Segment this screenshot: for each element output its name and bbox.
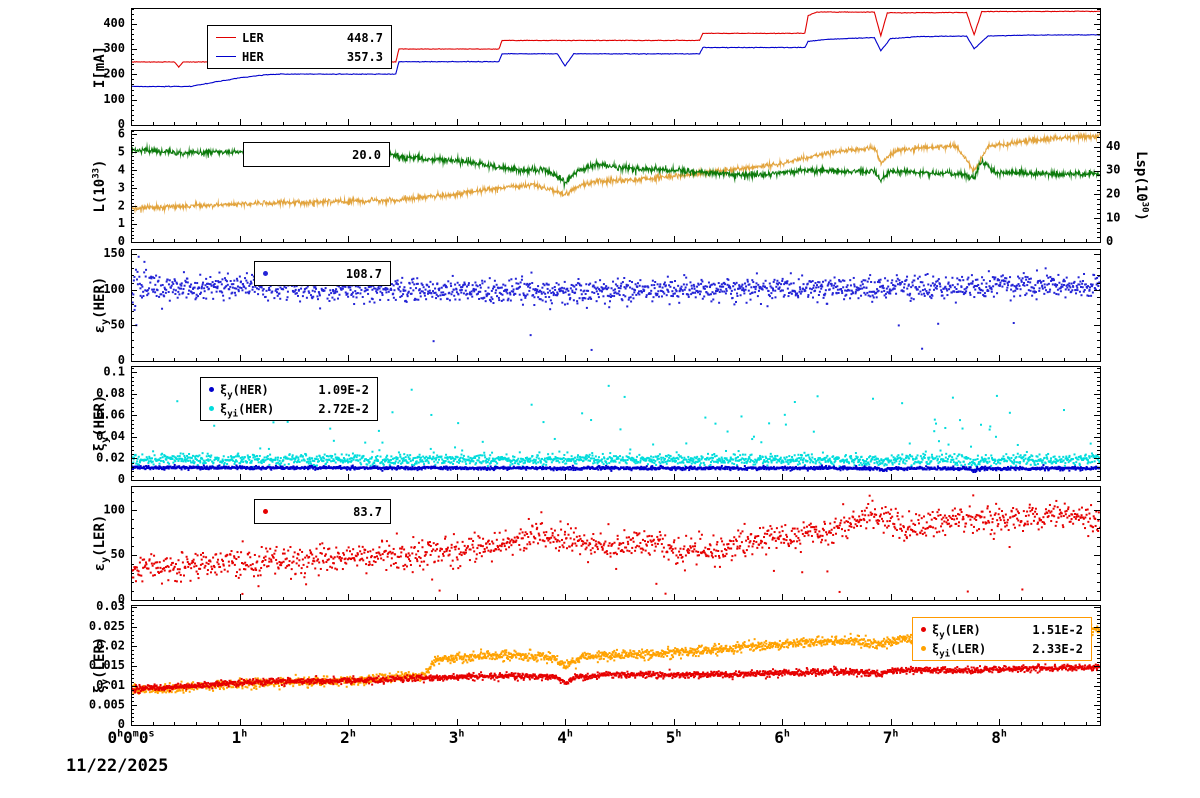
y-axis-title-xiy-ler: ξy(LER) (92, 636, 111, 694)
legend-label: ξy(HER) (220, 382, 269, 400)
legend-current: LER 448.7 HER 357.3 (207, 25, 392, 69)
legend-value: 1.09E-2 (318, 382, 369, 397)
legend-label: ξy(LER) (932, 622, 981, 640)
y-axis-title-xiy-her: ξy(HER) (92, 394, 111, 452)
legend-entry: ξy(HER) 1.09E-2 (209, 380, 369, 399)
legend-entry: ξyi(LER) 2.33E-2 (921, 639, 1083, 658)
date-label: 11/22/2025 (66, 756, 169, 776)
legend-label: ξyi(LER) (932, 641, 987, 659)
right-axis-title-luminosity: Lsp(1030) (1133, 151, 1150, 221)
legend-value: 108.7 (345, 266, 382, 281)
legend-dot-marker (263, 271, 268, 276)
x-tick-label: 7h (882, 728, 899, 747)
legend-dot-marker (921, 646, 926, 651)
legend-value: 2.72E-2 (318, 401, 369, 416)
x-tick-label: 0h0m0s (107, 728, 155, 747)
legend-label: LER (242, 30, 264, 45)
legend-entry: 83.7 (263, 502, 382, 521)
legend-dot-marker (209, 387, 214, 392)
x-tick-label: 1h (231, 728, 248, 747)
legend-value: 1.51E-2 (1032, 622, 1083, 637)
legend-label: HER (242, 49, 264, 64)
legend-entry: 108.7 (263, 264, 382, 283)
legend-ey-her: 108.7 (254, 261, 391, 286)
x-tick-label: 2h (340, 728, 356, 747)
legend-ey-ler: 83.7 (254, 499, 391, 524)
legend-luminosity: 20.0 (243, 142, 390, 167)
legend-entry: 20.0 (252, 145, 381, 164)
x-tick-label: 4h (557, 728, 573, 747)
legend-xiy-her: ξy(HER) 1.09E-2 ξyi(HER) 2.72E-2 (200, 377, 378, 421)
y-axis-title-ey-ler: εy(LER) (92, 514, 111, 572)
y-axis-title-luminosity: L(1033) (91, 159, 108, 213)
legend-entry: HER 357.3 (216, 47, 383, 66)
legend-line-marker (216, 37, 236, 38)
legend-value: 20.0 (352, 147, 381, 162)
x-tick-label: 3h (448, 728, 465, 747)
legend-line-marker (216, 56, 236, 57)
legend-value: 448.7 (346, 30, 383, 45)
legend-entry: ξy(LER) 1.51E-2 (921, 620, 1083, 639)
legend-entry: LER 448.7 (216, 28, 383, 47)
legend-value: 83.7 (353, 504, 382, 519)
legend-entry: ξyi(HER) 2.72E-2 (209, 399, 369, 418)
legend-xiy-ler: ξy(LER) 1.51E-2 ξyi(LER) 2.33E-2 (912, 617, 1092, 661)
y-axis-title-current: I[mA] (92, 45, 108, 88)
legend-dot-marker (263, 509, 268, 514)
legend-dot-marker (921, 627, 926, 632)
y-axis-title-ey-her: εy(HER) (92, 276, 111, 334)
legend-label: ξyi(HER) (220, 401, 275, 419)
legend-value: 2.33E-2 (1032, 641, 1083, 656)
legend-dot-marker (209, 406, 214, 411)
legend-value: 357.3 (346, 49, 383, 64)
x-tick-label: 8h (991, 728, 1007, 747)
x-tick-label: 5h (665, 728, 682, 747)
x-tick-label: 6h (774, 728, 790, 747)
